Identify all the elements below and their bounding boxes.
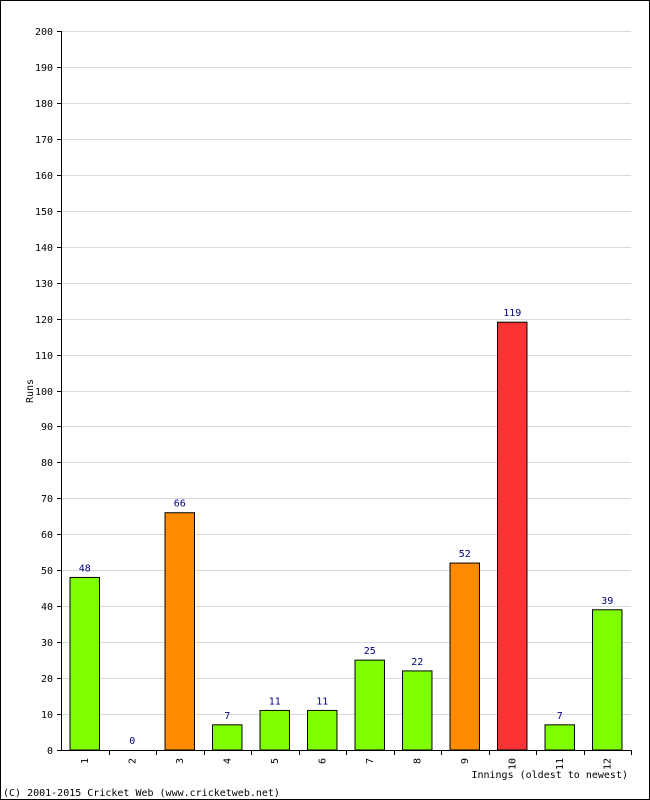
data-label: 11 xyxy=(269,696,281,707)
y-tick-label: 200 xyxy=(35,27,53,38)
data-label: 48 xyxy=(79,563,91,574)
y-tick-label: 10 xyxy=(41,710,53,721)
bars xyxy=(69,321,623,751)
gridlines xyxy=(61,31,631,715)
y-tick-labels: 0 10 20 30 40 50 60 70 80 90 100 110 120 130 140 150 160… xyxy=(35,27,53,757)
y-tick-label: 160 xyxy=(35,171,53,182)
y-tick-label: 0 xyxy=(47,746,53,757)
x-tick-label: 7 xyxy=(365,758,376,764)
bar-innings-8 xyxy=(402,670,433,751)
bar-innings-10 xyxy=(497,321,528,751)
y-tick-label: 180 xyxy=(35,99,53,110)
y-tick-label: 40 xyxy=(41,602,53,613)
x-tick-label: 3 xyxy=(175,758,186,764)
x-tick-label: 8 xyxy=(412,758,423,764)
x-tick-label: 12 xyxy=(602,758,613,770)
y-tick-label: 70 xyxy=(41,494,53,505)
x-tick-label: 1 xyxy=(80,758,91,764)
data-label: 0 xyxy=(129,736,135,747)
bar-innings-3 xyxy=(164,512,195,751)
y-tick-label: 120 xyxy=(35,315,53,326)
y-tick-label: 90 xyxy=(41,422,53,433)
bar-innings-11 xyxy=(544,724,575,751)
y-axis-label: Runs xyxy=(25,379,36,403)
bar-innings-5 xyxy=(259,709,290,751)
x-tick-label: 10 xyxy=(507,758,518,770)
x-tick-label: 5 xyxy=(270,758,281,764)
data-label: 11 xyxy=(316,696,328,707)
y-tick-label: 190 xyxy=(35,63,53,74)
data-label: 22 xyxy=(411,657,423,668)
bar-innings-1 xyxy=(69,576,100,751)
x-tick-labels: 1 2 3 4 5 6 7 8 9 10 11 12 xyxy=(80,758,614,770)
x-tick-label: 11 xyxy=(555,758,566,770)
y-tick-label: 30 xyxy=(41,638,53,649)
data-label: 39 xyxy=(601,596,613,607)
x-tick-label: 6 xyxy=(317,758,328,764)
y-tick-label: 130 xyxy=(35,279,53,290)
y-tick-label: 50 xyxy=(41,566,53,577)
x-tick-label: 2 xyxy=(127,758,138,764)
data-labels: 48 0 66 7 11 11 25 22 52 119 7 39 xyxy=(79,308,614,747)
y-tick-label: 140 xyxy=(35,243,53,254)
data-label: 66 xyxy=(174,499,186,510)
data-label: 52 xyxy=(459,549,471,560)
x-tick-label: 9 xyxy=(460,758,471,764)
x-axis-label: Innings (oldest to newest) xyxy=(471,770,628,781)
data-label: 7 xyxy=(224,711,230,722)
data-label: 25 xyxy=(364,646,376,657)
bar-innings-4 xyxy=(212,724,243,751)
copyright-text: (C) 2001-2015 Cricket Web (www.cricketwe… xyxy=(3,788,280,799)
axes xyxy=(57,31,632,755)
y-tick-label: 170 xyxy=(35,135,53,146)
bar-innings-6 xyxy=(307,709,338,751)
data-label: 7 xyxy=(557,711,563,722)
y-tick-label: 80 xyxy=(41,458,53,469)
y-tick-label: 60 xyxy=(41,530,53,541)
y-tick-label: 150 xyxy=(35,207,53,218)
bar-innings-12 xyxy=(592,609,623,751)
x-tick-label: 4 xyxy=(222,758,233,764)
bar-innings-7 xyxy=(354,659,385,751)
data-label: 119 xyxy=(503,308,521,319)
y-tick-label: 110 xyxy=(35,351,53,362)
y-tick-label: 20 xyxy=(41,674,53,685)
bar-innings-9 xyxy=(449,562,480,751)
y-tick-label: 100 xyxy=(35,387,53,398)
